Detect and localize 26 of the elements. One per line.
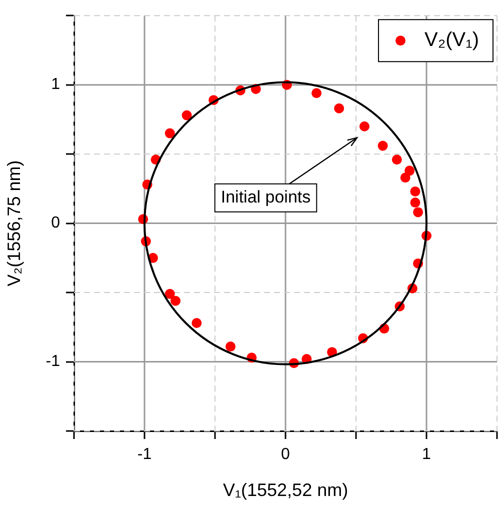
x-axis-title: V₁(1552,52 nm): [222, 480, 348, 500]
point: [164, 128, 175, 138]
point: [378, 140, 388, 151]
point: [413, 207, 424, 218]
y-tick-label: -1: [46, 353, 60, 370]
point: [226, 342, 236, 352]
y-tick-label: 1: [51, 76, 60, 94]
legend-label: V₂(V₁): [424, 29, 480, 52]
y-axis-title: V₂(1556,75 nm): [4, 160, 24, 286]
point: [410, 198, 420, 208]
point: [170, 296, 181, 306]
point: [192, 318, 202, 328]
point: [392, 154, 402, 165]
x-tick-label: 0: [281, 446, 290, 464]
point: [359, 121, 370, 132]
y-tick-label: 0: [51, 214, 60, 232]
annotation: Initial points: [220, 188, 311, 207]
point: [312, 88, 322, 98]
point: [404, 166, 415, 176]
point: [400, 172, 410, 183]
x-tick-label: -1: [137, 446, 152, 464]
point: [164, 288, 175, 299]
point: [334, 103, 344, 114]
x-tick-label: 1: [422, 446, 432, 464]
point: [182, 110, 192, 120]
point: [410, 186, 420, 196]
